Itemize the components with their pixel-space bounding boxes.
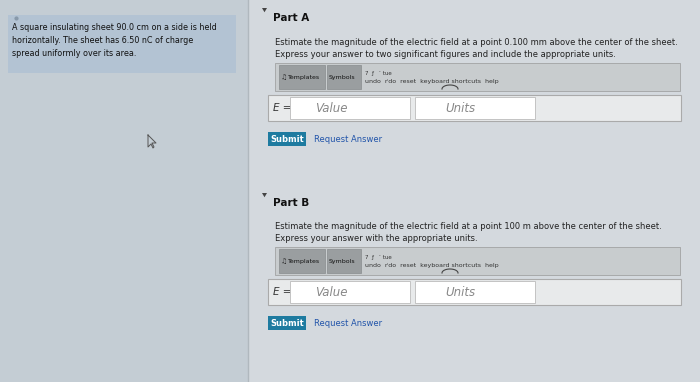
FancyBboxPatch shape [0, 0, 248, 382]
Text: undo  ґdo  reset  keyboard shortcuts  help: undo ґdo reset keyboard shortcuts help [365, 78, 498, 84]
Text: Submit: Submit [270, 134, 304, 144]
Text: 7  ƒ    ́ tue: 7 ƒ ́ tue [365, 256, 392, 261]
Text: 7  ƒ    ́ tue: 7 ƒ ́ tue [365, 71, 392, 76]
Text: A square insulating sheet 90.0 cm on a side is held
horizontally. The sheet has : A square insulating sheet 90.0 cm on a s… [12, 23, 217, 58]
Text: ♫: ♫ [281, 258, 287, 264]
Text: Templates: Templates [288, 74, 320, 79]
Text: Symbols: Symbols [329, 74, 356, 79]
FancyBboxPatch shape [415, 97, 535, 119]
FancyBboxPatch shape [279, 65, 325, 89]
Text: Request Answer: Request Answer [314, 134, 382, 144]
Text: Request Answer: Request Answer [314, 319, 382, 327]
Text: Units: Units [445, 102, 475, 115]
Text: ♫: ♫ [281, 74, 287, 80]
Text: Value: Value [315, 102, 347, 115]
Text: undo  ґdo  reset  keyboard shortcuts  help: undo ґdo reset keyboard shortcuts help [365, 262, 498, 267]
Text: Submit: Submit [270, 319, 304, 327]
FancyBboxPatch shape [290, 97, 410, 119]
Polygon shape [262, 8, 267, 12]
Text: Units: Units [445, 285, 475, 298]
Polygon shape [262, 193, 267, 197]
FancyBboxPatch shape [248, 0, 700, 382]
Text: E =: E = [273, 287, 291, 297]
FancyBboxPatch shape [268, 132, 306, 146]
FancyBboxPatch shape [8, 15, 236, 73]
Text: Templates: Templates [288, 259, 320, 264]
Text: Symbols: Symbols [329, 259, 356, 264]
Text: Express your answer with the appropriate units.: Express your answer with the appropriate… [275, 234, 477, 243]
FancyBboxPatch shape [275, 63, 680, 91]
Text: Express your answer to two significant figures and include the appropriate units: Express your answer to two significant f… [275, 50, 616, 59]
Text: Estimate the magnitude of the electric field at a point 100 m above the center o: Estimate the magnitude of the electric f… [275, 222, 662, 231]
Text: Estimate the magnitude of the electric field at a point 0.100 mm above the cente: Estimate the magnitude of the electric f… [275, 38, 678, 47]
Text: Value: Value [315, 285, 347, 298]
FancyBboxPatch shape [327, 249, 361, 273]
Text: E =: E = [273, 103, 291, 113]
FancyBboxPatch shape [268, 316, 306, 330]
FancyBboxPatch shape [275, 247, 680, 275]
Text: Part A: Part A [273, 13, 309, 23]
FancyBboxPatch shape [268, 279, 681, 305]
FancyBboxPatch shape [290, 281, 410, 303]
FancyBboxPatch shape [268, 95, 681, 121]
FancyBboxPatch shape [415, 281, 535, 303]
Text: Part B: Part B [273, 198, 309, 208]
FancyBboxPatch shape [279, 249, 325, 273]
FancyBboxPatch shape [327, 65, 361, 89]
